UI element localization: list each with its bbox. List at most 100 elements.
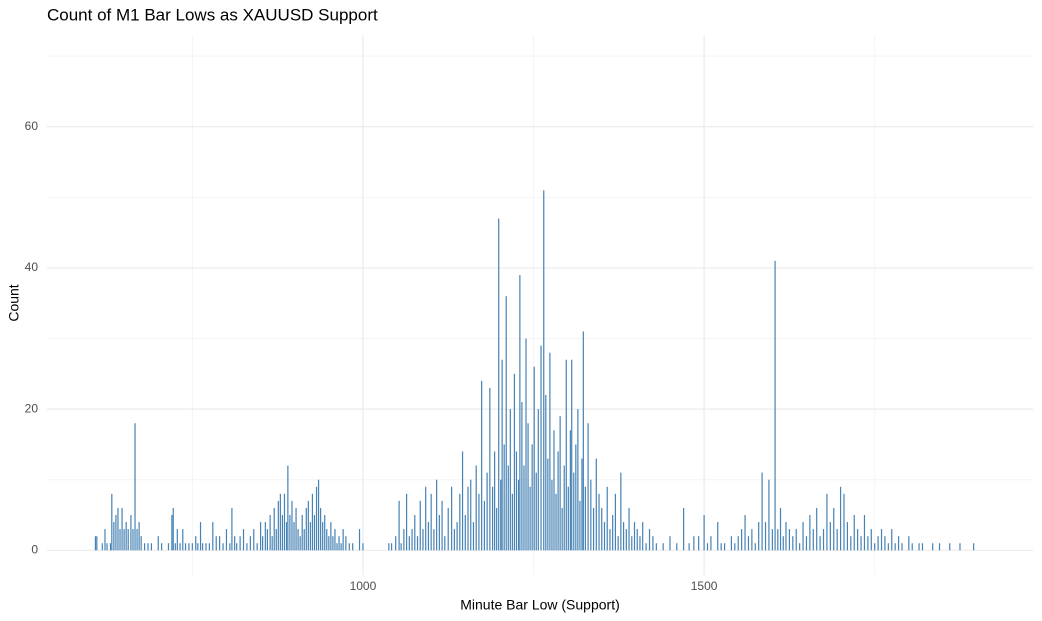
bar	[259, 522, 262, 551]
bar	[225, 529, 228, 551]
bar	[505, 296, 507, 551]
bar	[771, 529, 773, 551]
bar	[579, 500, 581, 551]
bar	[744, 515, 746, 551]
bar	[792, 536, 794, 551]
bar	[143, 543, 146, 551]
bar	[256, 543, 258, 551]
bar	[451, 486, 453, 551]
bar	[208, 543, 210, 551]
bar	[887, 543, 889, 551]
bar	[782, 536, 784, 551]
bar	[500, 479, 502, 551]
bar	[167, 543, 170, 551]
bar	[486, 472, 488, 551]
bar	[444, 536, 446, 551]
bar	[199, 522, 202, 551]
bar	[315, 486, 318, 551]
bar	[470, 479, 472, 551]
bar	[182, 529, 184, 551]
bar	[123, 529, 125, 551]
bar	[101, 543, 103, 551]
bars	[94, 190, 975, 551]
bar	[464, 515, 466, 551]
bar	[352, 543, 354, 551]
bar	[498, 218, 500, 551]
bar	[127, 529, 129, 551]
bar	[119, 529, 121, 551]
bar	[846, 522, 848, 551]
bar	[229, 543, 231, 551]
bar	[246, 543, 248, 551]
bar	[467, 486, 469, 551]
bar	[503, 444, 505, 551]
bar	[669, 536, 671, 551]
bar	[293, 522, 295, 551]
bar	[761, 472, 763, 551]
bar	[332, 536, 334, 551]
bar	[764, 522, 767, 551]
bar	[121, 507, 123, 551]
bar	[877, 536, 879, 551]
bar	[283, 493, 286, 551]
bar	[262, 536, 264, 551]
bar	[441, 500, 443, 551]
bar	[754, 543, 756, 551]
bar	[812, 529, 814, 551]
bar	[111, 493, 113, 551]
bar	[231, 507, 233, 551]
bar	[438, 515, 440, 551]
bar	[303, 529, 305, 551]
bar	[197, 543, 199, 551]
bar	[494, 451, 496, 551]
bar	[320, 507, 322, 551]
bar	[537, 409, 539, 551]
bar	[132, 529, 134, 551]
bar	[723, 543, 726, 551]
bar	[416, 536, 419, 551]
bar	[531, 444, 533, 551]
bar	[785, 522, 787, 551]
bar	[150, 543, 152, 551]
x-tick-label: 1000	[350, 579, 377, 593]
bar	[693, 536, 695, 551]
bar	[305, 507, 307, 551]
y-tick-label: 20	[25, 401, 39, 415]
bar	[758, 522, 760, 551]
bar	[622, 522, 625, 551]
bar	[338, 536, 340, 551]
bar	[894, 543, 896, 551]
bar	[425, 486, 427, 551]
bar	[959, 543, 961, 551]
bar	[603, 522, 606, 551]
bar	[908, 536, 910, 551]
bar	[559, 416, 561, 551]
bar	[639, 536, 641, 551]
bar	[234, 536, 236, 551]
bar	[822, 529, 825, 551]
bar	[239, 536, 241, 551]
bar	[911, 543, 913, 551]
bar	[874, 543, 876, 551]
bar	[717, 522, 719, 551]
y-tick-label: 60	[25, 119, 39, 133]
bar	[419, 500, 421, 551]
bar	[277, 500, 279, 551]
bar	[606, 486, 608, 551]
bar	[973, 543, 975, 551]
bar	[264, 522, 266, 551]
bar	[171, 515, 173, 551]
bar	[921, 543, 924, 551]
bar	[179, 543, 181, 551]
bar	[414, 515, 416, 551]
bar	[788, 529, 790, 551]
bar	[289, 515, 291, 551]
bar	[348, 543, 350, 551]
bar	[215, 536, 217, 551]
bar	[403, 529, 405, 551]
bar	[513, 373, 516, 551]
bar	[703, 515, 705, 551]
bar	[147, 543, 149, 551]
bar	[720, 543, 722, 551]
bar	[853, 515, 855, 551]
